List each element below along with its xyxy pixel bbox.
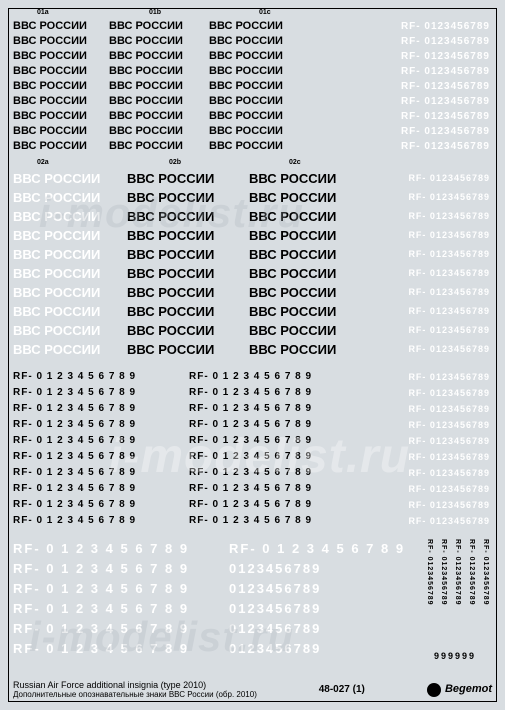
rf-v1: RF- 0123456789: [424, 539, 434, 606]
section-02b: ВВС РОССИИВВС РОССИИВВС РОССИИВВС РОССИИ…: [127, 169, 214, 359]
decal-sheet: 01a 01b 01c ВВС РОССИИВВС РОССИИВВС РОСС…: [8, 8, 497, 702]
label-01c: 01c: [259, 9, 271, 16]
section-rf-black-left: RF- 0 1 2 3 4 5 6 7 8 9RF- 0 1 2 3 4 5 6…: [13, 369, 136, 529]
section-rf-small-vert: RF- 0123456789 RF- 0123456789 RF- 012345…: [424, 539, 490, 606]
bbc-black-md2: ВВС РОССИИВВС РОССИИВВС РОССИИВВС РОССИИ…: [249, 169, 336, 359]
section-rf-white-bottom: RF- 0 1 2 3 4 5 6 7 8 9RF- 0 1 2 3 4 5 6…: [13, 539, 189, 659]
label-02a: 02a: [37, 159, 49, 166]
footer-title-en: Russian Air Force additional insignia (t…: [13, 680, 257, 690]
rf-black: RF- 0 1 2 3 4 5 6 7 8 9RF- 0 1 2 3 4 5 6…: [13, 369, 136, 529]
rf-white-big2: RF- 0 1 2 3 4 5 6 7 8 901234567890123456…: [229, 539, 405, 659]
nines: 999999: [434, 651, 476, 661]
section-02c: ВВС РОССИИВВС РОССИИВВС РОССИИВВС РОССИИ…: [249, 169, 336, 359]
bbc-text: ВВС РОССИИВВС РОССИИВВС РОССИИВВС РОССИИ…: [109, 19, 183, 154]
rf-v4: RF- 0123456789: [466, 539, 476, 606]
bbc-white: ВВС РОССИИВВС РОССИИВВС РОССИИВВС РОССИИ…: [13, 169, 100, 359]
product-code: 48-027 (1): [319, 684, 365, 695]
bbc-text: ВВС РОССИИВВС РОССИИВВС РОССИИВВС РОССИИ…: [209, 19, 283, 154]
section-01c: ВВС РОССИИВВС РОССИИВВС РОССИИВВС РОССИИ…: [209, 19, 283, 154]
section-02a: ВВС РОССИИВВС РОССИИВВС РОССИИВВС РОССИИ…: [13, 169, 100, 359]
footer-title-ru: Дополнительные опознавательные знаки ВВС…: [13, 690, 257, 699]
bbc-text: ВВС РОССИИВВС РОССИИВВС РОССИИВВС РОССИИ…: [13, 19, 87, 154]
label-01a: 01a: [37, 9, 49, 16]
section-rf-white-low: RF- 0123456789RF- 0123456789RF- 01234567…: [408, 369, 490, 529]
rf-white-low: RF- 0123456789RF- 0123456789RF- 01234567…: [408, 369, 490, 529]
section-rf-white-bottom2: RF- 0 1 2 3 4 5 6 7 8 901234567890123456…: [229, 539, 405, 659]
section-rf-black-right: RF- 0 1 2 3 4 5 6 7 8 9RF- 0 1 2 3 4 5 6…: [189, 369, 312, 529]
label-01b: 01b: [149, 9, 161, 16]
rf-v2: RF- 0123456789: [438, 539, 448, 606]
rf-white-big: RF- 0 1 2 3 4 5 6 7 8 9RF- 0 1 2 3 4 5 6…: [13, 539, 189, 659]
label-02c: 02c: [289, 159, 301, 166]
footer: Russian Air Force additional insignia (t…: [13, 680, 492, 699]
rf-white-mid: RF- 0123456789RF- 0123456789RF- 01234567…: [408, 169, 490, 359]
footer-left: Russian Air Force additional insignia (t…: [13, 680, 257, 699]
brand-block: Begemot: [427, 683, 492, 697]
section-rf-white-top: RF- 0123456789RF- 0123456789RF- 01234567…: [401, 19, 490, 154]
label-02b: 02b: [169, 159, 181, 166]
section-01b: ВВС РОССИИВВС РОССИИВВС РОССИИВВС РОССИИ…: [109, 19, 183, 154]
section-rf-white-mid: RF- 0123456789RF- 0123456789RF- 01234567…: [408, 169, 490, 359]
rf-v5: RF- 0123456789: [480, 539, 490, 606]
rf-v3: RF- 0123456789: [452, 539, 462, 606]
hippo-icon: [427, 683, 441, 697]
section-01a: ВВС РОССИИВВС РОССИИВВС РОССИИВВС РОССИИ…: [13, 19, 87, 154]
rf-black2: RF- 0 1 2 3 4 5 6 7 8 9RF- 0 1 2 3 4 5 6…: [189, 369, 312, 529]
brand-name: Begemot: [445, 683, 492, 695]
bbc-black-md: ВВС РОССИИВВС РОССИИВВС РОССИИВВС РОССИИ…: [127, 169, 214, 359]
rf-white-rows: RF- 0123456789RF- 0123456789RF- 01234567…: [401, 19, 490, 154]
